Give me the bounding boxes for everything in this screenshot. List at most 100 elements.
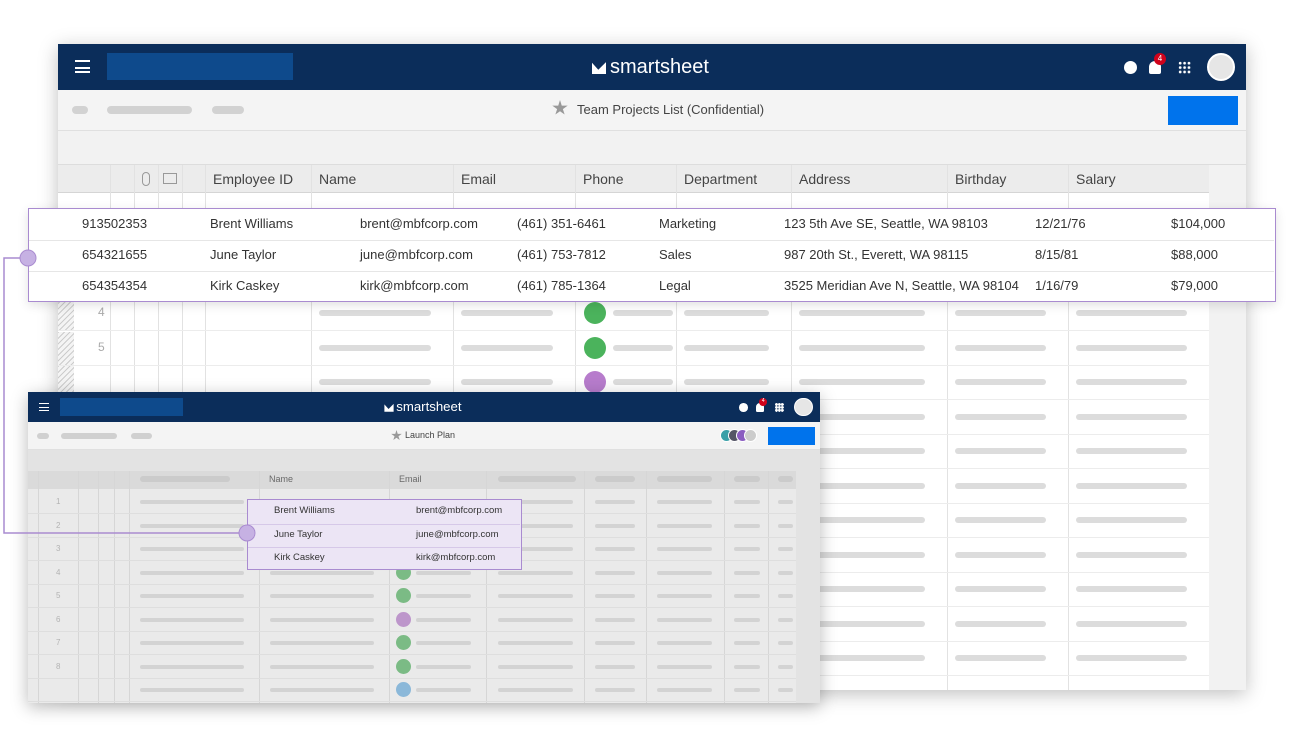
share-button[interactable] xyxy=(768,427,815,445)
logo: smartsheet xyxy=(610,56,709,78)
placeholder xyxy=(955,551,1046,558)
row-line xyxy=(28,654,796,655)
placeholder xyxy=(778,688,793,692)
placeholder xyxy=(778,570,793,575)
avatar[interactable] xyxy=(794,397,813,417)
placeholder xyxy=(498,476,576,482)
column-divider xyxy=(129,471,130,703)
column-divider xyxy=(259,471,260,703)
placeholder xyxy=(657,641,712,645)
placeholder xyxy=(778,500,793,504)
user-avatar xyxy=(584,302,606,324)
avatar[interactable] xyxy=(1207,53,1235,81)
placeholder xyxy=(799,379,925,385)
connector-line xyxy=(3,257,247,534)
favorite-star[interactable] xyxy=(391,430,402,441)
placeholder xyxy=(778,617,793,622)
cell: Brent Williams xyxy=(274,505,335,516)
placeholder xyxy=(72,106,88,114)
placeholder xyxy=(140,594,244,598)
placeholder xyxy=(595,594,635,598)
placeholder xyxy=(1076,413,1187,420)
cell: Marketing xyxy=(659,216,717,231)
placeholder xyxy=(107,106,192,114)
placeholder xyxy=(595,664,635,669)
column-header: Name xyxy=(319,171,357,187)
placeholder xyxy=(1076,310,1187,316)
placeholder xyxy=(595,547,635,551)
column-divider xyxy=(98,471,99,703)
highlighted-rows: Brent Williams brent@mbfcorp.com June Tayl… xyxy=(247,499,522,570)
placeholder xyxy=(955,413,1046,420)
menu-button[interactable] xyxy=(39,402,50,412)
placeholder xyxy=(799,413,925,420)
cell: 12/21/76 xyxy=(1035,216,1086,231)
placeholder xyxy=(416,594,471,598)
placeholder xyxy=(595,641,635,645)
placeholder xyxy=(140,523,244,528)
column-divider xyxy=(768,471,769,703)
column-divider xyxy=(1068,165,1069,690)
help-icon[interactable] xyxy=(1124,61,1137,74)
row-number: 6 xyxy=(56,614,61,624)
placeholder xyxy=(734,617,760,622)
placeholder xyxy=(461,344,553,351)
toolbar xyxy=(58,90,1246,131)
placeholder xyxy=(778,641,793,645)
placeholder xyxy=(734,500,760,504)
cell: 8/15/81 xyxy=(1035,247,1079,262)
cell: (461) 351-6461 xyxy=(517,216,606,231)
cell: 1/16/79 xyxy=(1035,278,1079,293)
formula-bar xyxy=(58,131,1246,165)
placeholder xyxy=(416,664,471,669)
column-header: Phone xyxy=(583,171,624,187)
apps-icon[interactable] xyxy=(1178,61,1191,74)
grid: Name Email 1 2 3 4 5 6 7 8 xyxy=(28,471,796,703)
column-header: Address xyxy=(799,171,851,187)
search-box[interactable] xyxy=(60,397,184,416)
row-stripe xyxy=(58,331,74,365)
menu-line xyxy=(39,406,50,408)
row-line xyxy=(28,630,796,632)
menu-line xyxy=(75,66,90,69)
sheet-title: Team Projects List (Confidential) xyxy=(577,102,765,117)
row-number: 2 xyxy=(56,520,61,530)
cell: kirk@mbfcorp.com xyxy=(416,552,496,563)
cell: june@mbfcorp.com xyxy=(416,528,499,540)
placeholder xyxy=(1076,448,1187,454)
search-box[interactable] xyxy=(107,53,293,80)
help-icon[interactable] xyxy=(739,403,749,412)
row-number: 1 xyxy=(56,497,61,506)
top-bar: smartsheet 4 xyxy=(28,392,820,423)
placeholder xyxy=(140,476,230,482)
row-stripe xyxy=(58,366,74,399)
placeholder xyxy=(657,500,712,504)
placeholder xyxy=(799,586,925,592)
row-line xyxy=(28,677,796,679)
connector-dot xyxy=(19,249,37,267)
share-button[interactable] xyxy=(1168,96,1238,125)
bell-icon[interactable] xyxy=(755,403,764,412)
column-divider xyxy=(38,471,39,703)
placeholder xyxy=(1076,344,1187,351)
placeholder xyxy=(270,641,374,645)
toolbar xyxy=(28,422,820,450)
cell: $104,000 xyxy=(1171,216,1226,231)
column-header: Salary xyxy=(1076,171,1116,187)
placeholder xyxy=(778,594,793,598)
placeholder xyxy=(799,655,925,661)
placeholder xyxy=(955,517,1046,523)
menu-button[interactable] xyxy=(75,60,90,73)
cell: $88,000 xyxy=(1171,247,1218,262)
placeholder xyxy=(1076,517,1187,523)
apps-icon[interactable] xyxy=(775,403,784,412)
placeholder xyxy=(955,655,1046,661)
cell: Legal xyxy=(659,278,691,293)
row-number: 4 xyxy=(56,567,61,577)
placeholder xyxy=(657,594,712,598)
placeholder xyxy=(734,594,760,598)
column-divider xyxy=(78,471,79,703)
comment-icon xyxy=(163,173,177,184)
